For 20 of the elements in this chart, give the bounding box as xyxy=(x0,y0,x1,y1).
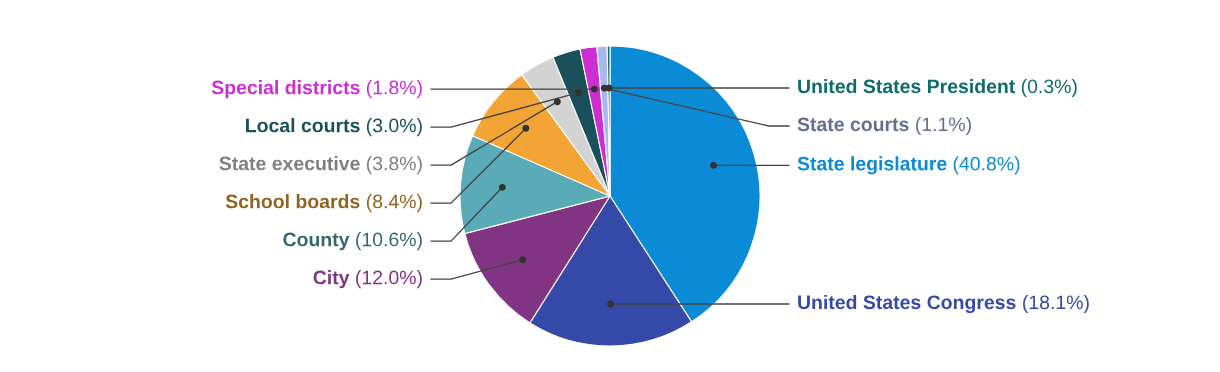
data-label: (18.1%) xyxy=(1023,294,1089,314)
data-label: (10.6%) xyxy=(356,232,422,251)
slice-label: County xyxy=(283,232,350,251)
slice-label: School boards xyxy=(225,194,360,209)
data-label: (0.3%) xyxy=(1021,78,1077,98)
slice-label: State executive xyxy=(219,156,360,171)
data-label: (8.4%) xyxy=(366,194,422,213)
slice-label: United States Congress xyxy=(798,294,1016,314)
slice-label: City xyxy=(313,270,350,289)
slice-label: Special districts xyxy=(211,80,360,99)
data-label: (40.8%) xyxy=(953,156,1020,175)
slice-label: Local courts xyxy=(246,118,360,133)
slice-label: United States President xyxy=(798,78,1016,94)
slice-label: State legislature xyxy=(797,156,947,175)
data-label: (1.1%) xyxy=(916,116,971,136)
slice-label: State courts xyxy=(797,117,909,132)
data-label: (3.8%) xyxy=(366,156,422,175)
data-label: (12.0%) xyxy=(356,270,422,289)
data-label: (1.8%) xyxy=(366,80,422,99)
data-label: (3.0%) xyxy=(366,118,422,137)
